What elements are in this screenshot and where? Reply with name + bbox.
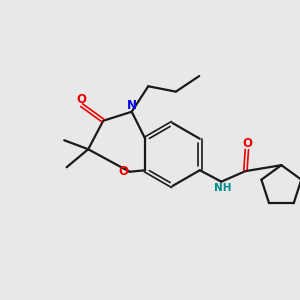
Text: NH: NH — [214, 183, 231, 193]
Text: N: N — [127, 99, 137, 112]
Text: O: O — [118, 165, 128, 178]
Text: O: O — [242, 137, 252, 150]
Text: O: O — [76, 93, 86, 106]
